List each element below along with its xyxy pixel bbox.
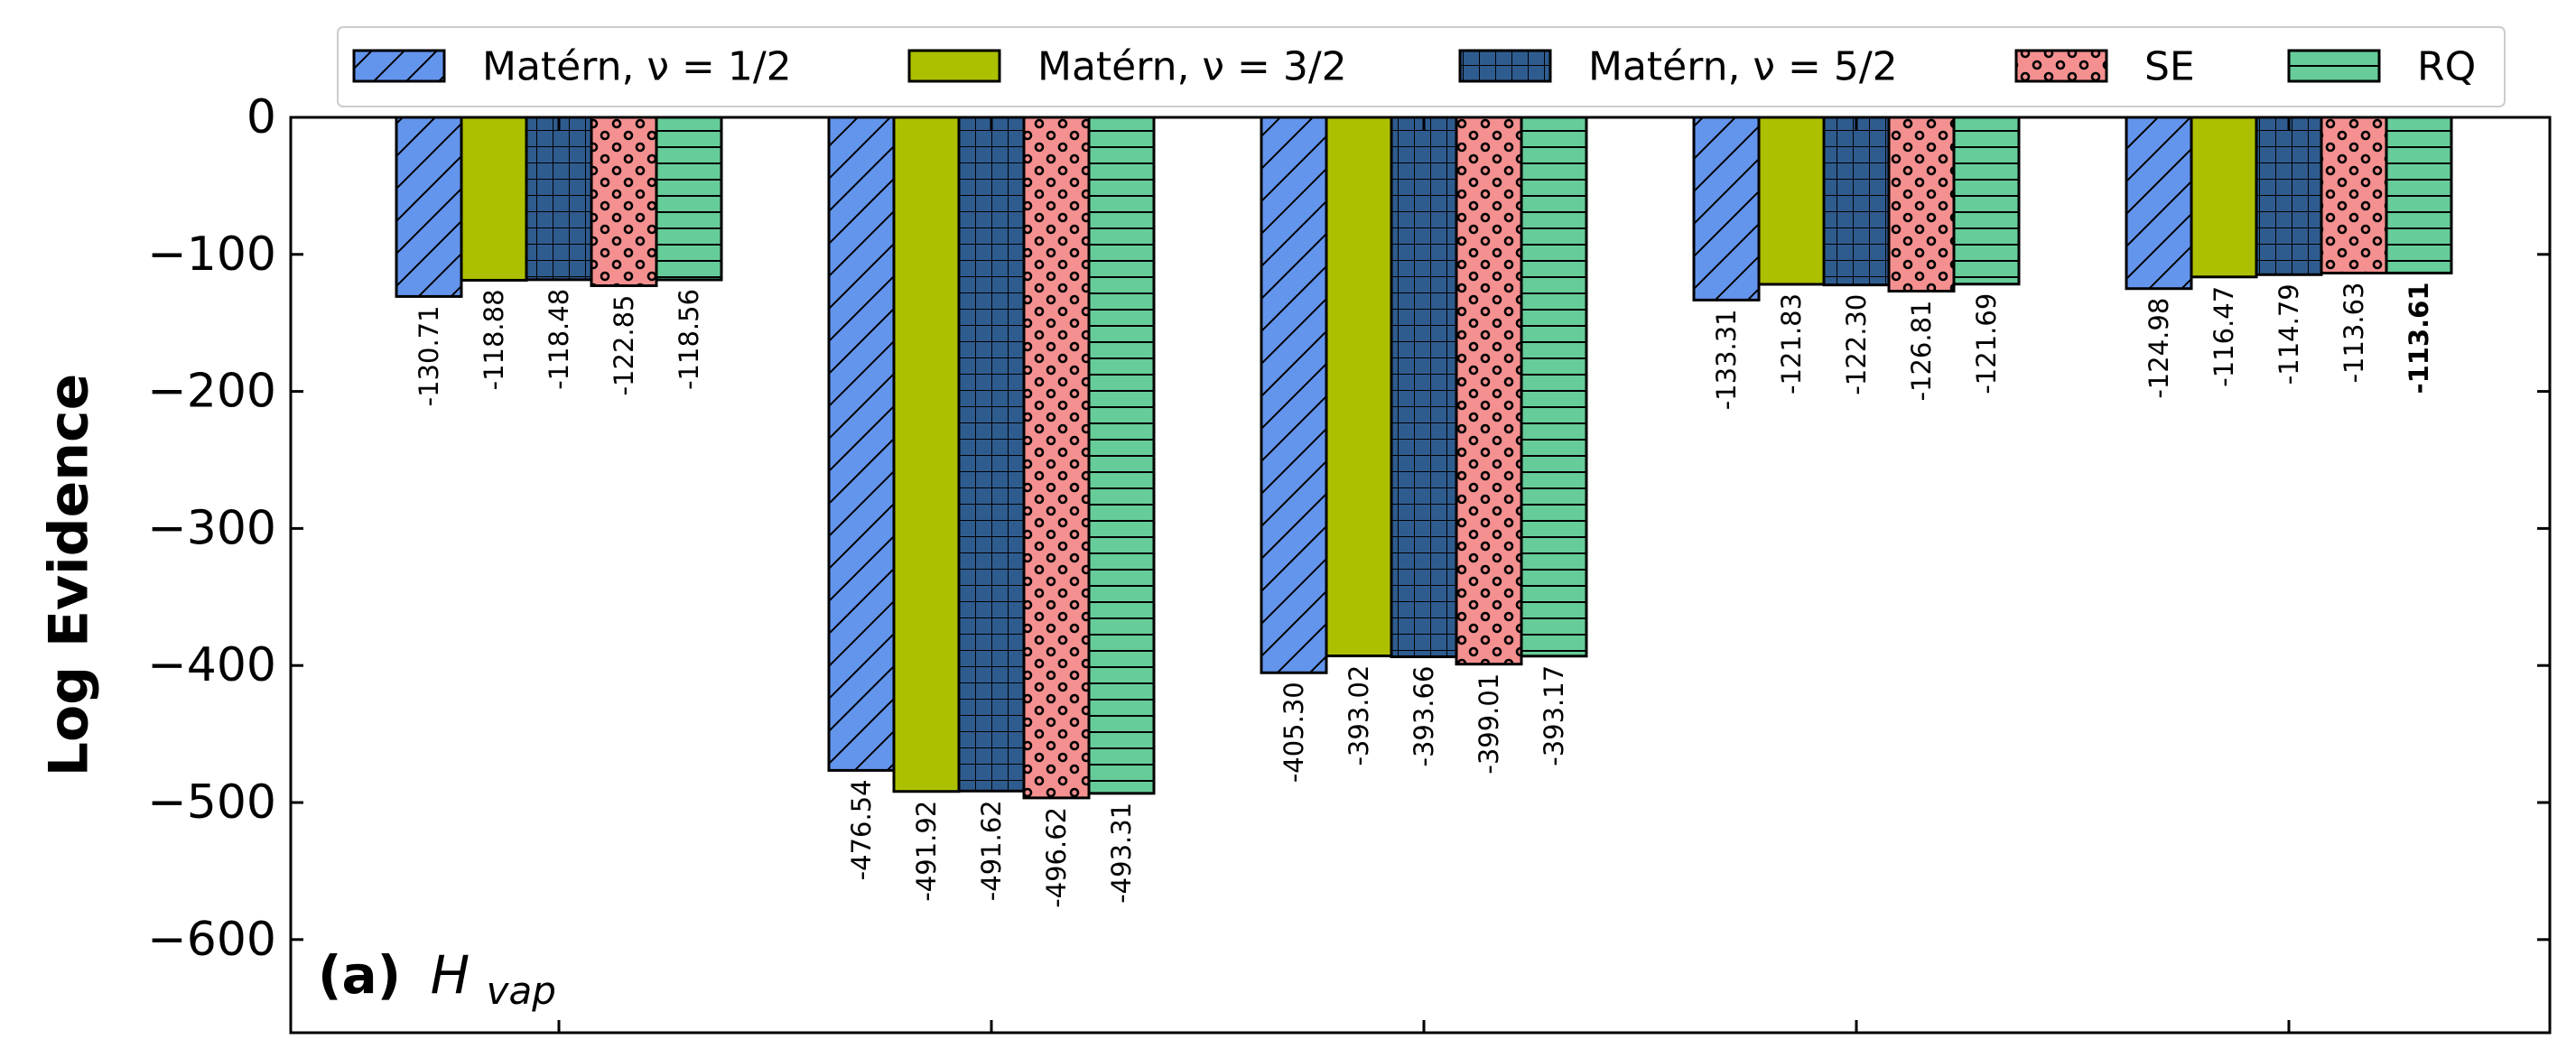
bar-hatch: [1889, 117, 1954, 292]
bar: [1759, 117, 1824, 284]
bar-hatch: [1391, 117, 1456, 657]
bar-hatch: [1824, 117, 1889, 285]
panel-annotation-symbol: H: [431, 944, 470, 1006]
bar-hatch: [396, 117, 461, 297]
data-labels-layer: -130.71 -118.88 -118.48 -122.85 -118.56 -476.…: [414, 282, 2434, 907]
y-tick-label: −200: [147, 365, 276, 419]
legend-swatch-outline: [2287, 49, 2381, 83]
bar-hatch: [1456, 117, 1521, 664]
bar-hatch: [591, 117, 656, 286]
x-axis: [557, 117, 2291, 1033]
legend-label: RQ: [2417, 44, 2476, 90]
bar-hatch: [2321, 117, 2386, 274]
bar: [2191, 117, 2256, 277]
legend-swatch-hatch: [1460, 51, 1550, 81]
y-tick-label: −600: [147, 913, 276, 967]
bar-data-label: -113.61: [2404, 282, 2434, 394]
legend-swatch-outline: [352, 49, 446, 83]
bar: [894, 117, 959, 792]
panel-annotation-prefix: (a): [318, 944, 401, 1006]
legend-label: Matérn, ν = 3/2: [1037, 44, 1347, 90]
legend-swatch-hatch: [2016, 51, 2106, 81]
legend-swatch-outline: [2014, 49, 2108, 83]
bar-data-label: -114.79: [2274, 283, 2304, 385]
bar-data-label: -122.85: [609, 294, 639, 395]
bar-data-label: -124.98: [2144, 298, 2174, 399]
bar-data-label: -118.48: [544, 289, 574, 390]
bar: [1326, 117, 1391, 656]
bar-data-label: -122.30: [1841, 294, 1872, 395]
bar-data-label: -118.56: [674, 289, 704, 390]
legend-swatch: [909, 51, 1000, 81]
bar-hatch: [1694, 117, 1759, 301]
bar-hatch: [2126, 117, 2191, 289]
bar-hatch: [1521, 117, 1586, 656]
legend-label: Matérn, ν = 5/2: [1588, 44, 1898, 90]
plot-frame: [289, 116, 2552, 1035]
bar-hatch: [526, 117, 591, 280]
legend-box: [337, 26, 2506, 107]
bar-data-label: -393.17: [1539, 665, 1569, 766]
bar-data-label: -393.02: [1344, 665, 1374, 766]
bar-data-label: -399.01: [1474, 673, 1504, 775]
bar-data-label: -405.30: [1279, 682, 1309, 783]
bar-hatch: [1089, 117, 1154, 794]
y-tick-label: −100: [147, 227, 276, 282]
y-tick-label: −400: [147, 638, 276, 692]
legend-label: SE: [2144, 44, 2195, 90]
legend-swatch-outline: [907, 49, 1001, 83]
panel-annotation: (a) H vap: [318, 944, 556, 1013]
y-tick-label: 0: [246, 90, 276, 144]
bar-data-label: -491.92: [911, 801, 942, 902]
bar-data-label: -126.81: [1906, 300, 1937, 401]
bar-data-label: -116.47: [2209, 286, 2239, 387]
bar-data-label: -133.31: [1711, 309, 1742, 410]
bar-hatch: [829, 117, 894, 771]
bar-data-label: -491.62: [976, 800, 1007, 901]
bar-data-label: -121.69: [1971, 293, 2002, 394]
bar: [461, 117, 526, 281]
bar-data-label: -476.54: [846, 779, 877, 880]
legend-swatch-hatch: [2289, 51, 2379, 81]
bar-data-label: -118.88: [479, 289, 509, 390]
bar-data-label: -393.66: [1409, 666, 1439, 767]
bar-hatch: [2386, 117, 2451, 274]
bar-data-label: -130.71: [414, 305, 444, 406]
bar-data-label: -496.62: [1041, 807, 1072, 908]
bar-hatch: [656, 117, 721, 280]
y-axis-label: Log Evidence: [38, 374, 101, 777]
panel-annotation-subscript: vap: [487, 969, 556, 1013]
y-tick-label: −500: [147, 775, 276, 830]
legend: Matérn, ν = 1/2 Matérn, ν = 3/2 Matérn, ν …: [337, 26, 2506, 107]
y-tick-label: −300: [147, 501, 276, 555]
bar-hatch: [1954, 117, 2019, 284]
bar-data-label: -493.31: [1106, 803, 1137, 904]
legend-swatch-hatch: [354, 51, 444, 81]
bar-hatch: [2256, 117, 2321, 275]
y-axis: 0 −100 −200 −300 −400 −500 −600: [147, 90, 2550, 967]
legend-label: Matérn, ν = 1/2: [482, 44, 792, 90]
bar-data-label: -121.83: [1776, 293, 1807, 394]
bar-data-label: -113.63: [2339, 282, 2369, 383]
bar-hatch: [1024, 117, 1089, 798]
bars-layer: [395, 116, 2453, 800]
bar-hatch: [1261, 117, 1326, 673]
bar-hatch: [959, 117, 1024, 792]
legend-swatch-outline: [1458, 49, 1552, 83]
